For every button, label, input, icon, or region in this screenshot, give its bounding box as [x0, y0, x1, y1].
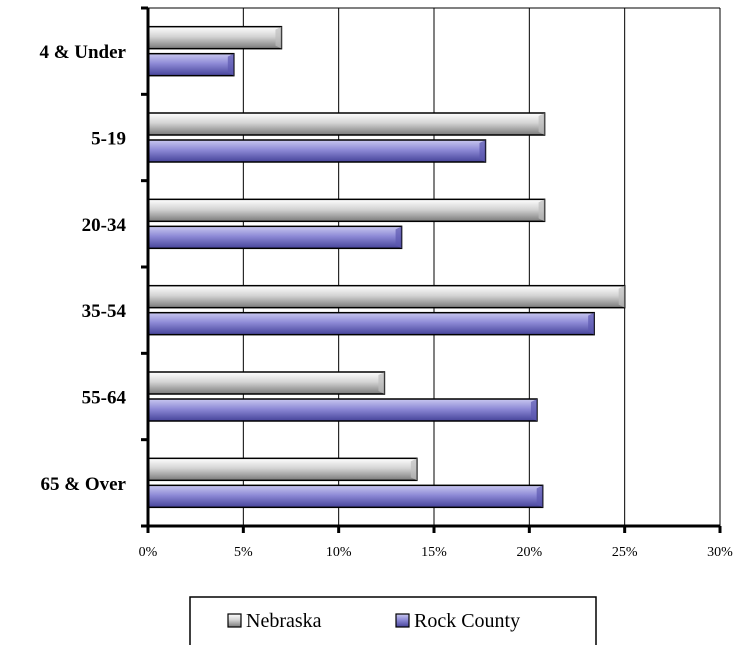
- x-tick-label: 25%: [612, 545, 638, 560]
- x-tick-label: 15%: [421, 545, 447, 560]
- bar-nebraska-5: [147, 457, 418, 482]
- gridlines: [148, 7, 721, 526]
- bar-body: [147, 284, 626, 309]
- category-label: 55-64: [82, 388, 127, 409]
- bar-body: [147, 112, 546, 136]
- bar-body: [147, 398, 538, 422]
- legend-label: Rock County: [414, 610, 520, 632]
- bar-rock-county-1: [147, 139, 487, 163]
- bar-rock-county-2: [147, 225, 403, 250]
- axes: [141, 6, 722, 533]
- legend-entry-nebraska: Nebraska: [227, 610, 322, 632]
- category-label: 65 & Over: [41, 474, 127, 495]
- bar-bevel: [538, 199, 545, 222]
- bars: [147, 25, 626, 509]
- bar-body: [147, 311, 595, 336]
- legend-entry-rock-county: Rock County: [395, 610, 520, 632]
- bar-nebraska-0: [147, 25, 283, 50]
- bar-body: [147, 198, 546, 223]
- axis-labels: 4 & Under 5-19 20-34 35-54 55-64 65 & Over 0% 5…: [39, 42, 733, 560]
- bar-nebraska-2: [147, 198, 546, 223]
- category-label: 20-34: [82, 215, 127, 236]
- bar-body: [147, 371, 386, 395]
- bar-nebraska-4: [147, 371, 386, 395]
- bar-bevel: [479, 140, 486, 162]
- bar-body: [147, 457, 418, 482]
- bar-bevel: [536, 485, 543, 508]
- bar-rock-county-5: [147, 484, 544, 509]
- x-tick-label: 10%: [326, 545, 352, 560]
- bar-body: [147, 139, 487, 163]
- bar-bevel: [588, 312, 595, 335]
- category-label: 5-19: [91, 129, 126, 150]
- x-tick-label: 5%: [234, 545, 253, 560]
- category-label: 35-54: [82, 301, 127, 322]
- bar-nebraska-1: [147, 112, 546, 136]
- bar-nebraska-3: [147, 284, 626, 309]
- x-tick-label: 0%: [139, 545, 158, 560]
- bar-bevel: [395, 226, 402, 249]
- bar-bevel: [275, 26, 282, 49]
- bar-rock-county-3: [147, 311, 595, 336]
- bar-bevel: [378, 372, 385, 394]
- bar-bevel: [538, 113, 545, 135]
- legend-box: [189, 596, 597, 645]
- legend-label: Nebraska: [246, 610, 322, 632]
- bar-bevel: [618, 285, 625, 308]
- bar-bevel: [227, 53, 234, 76]
- bar-bevel: [530, 399, 537, 421]
- bar-body: [147, 484, 544, 509]
- bar-body: [147, 225, 403, 250]
- x-tick-label: 30%: [707, 545, 733, 560]
- bar-rock-county-4: [147, 398, 538, 422]
- bar-body: [147, 52, 235, 77]
- x-tick-label: 20%: [516, 545, 542, 560]
- category-label: 4 & Under: [39, 42, 126, 63]
- legend-swatch: [227, 613, 242, 628]
- bar-body: [147, 25, 283, 50]
- legend: Nebraska Rock County: [189, 596, 597, 645]
- bar-rock-county-0: [147, 52, 235, 77]
- legend-swatch: [395, 613, 410, 628]
- bar-bevel: [410, 458, 417, 481]
